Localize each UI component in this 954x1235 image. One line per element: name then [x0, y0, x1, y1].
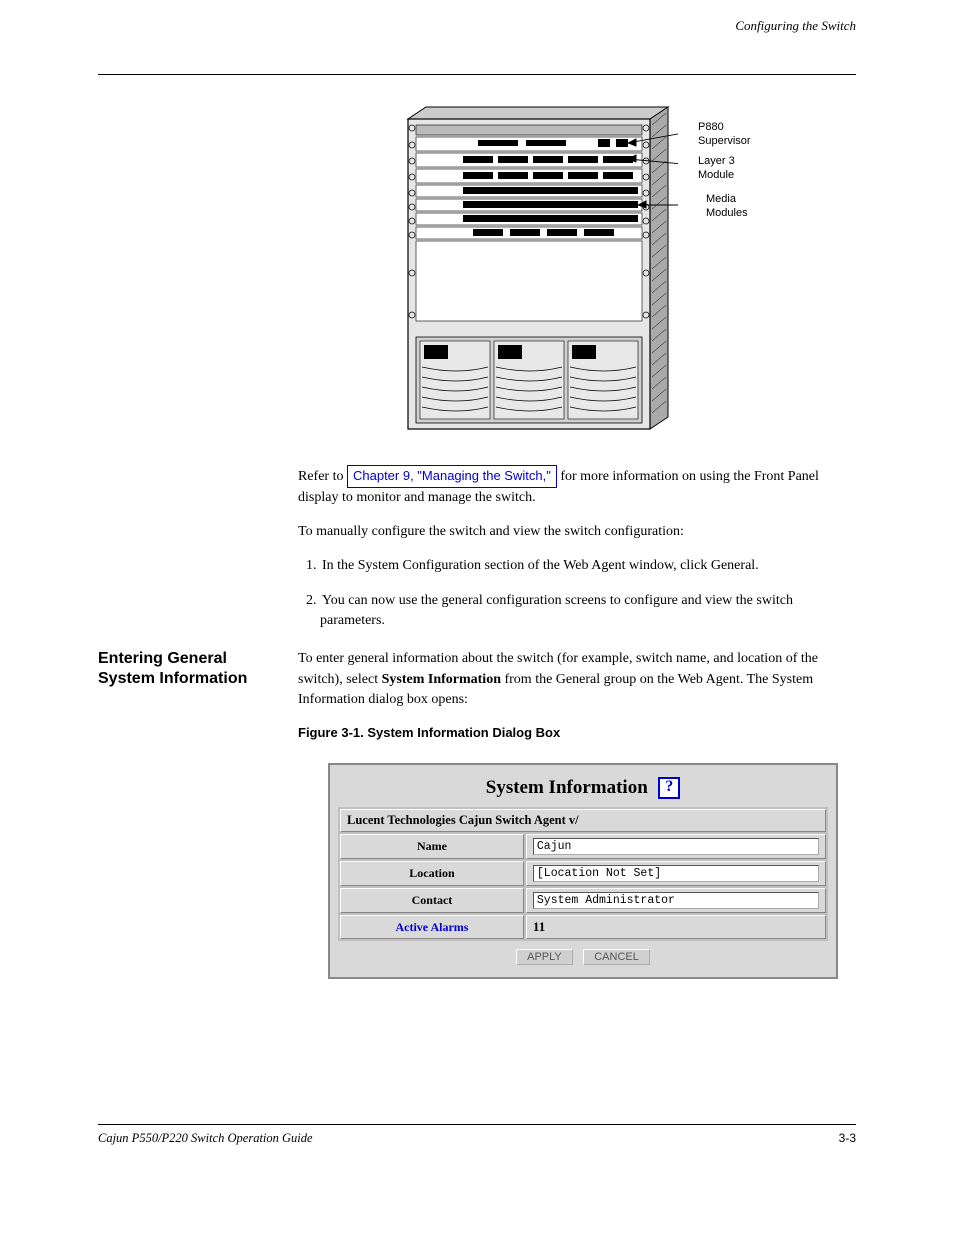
para-1: Refer to Chapter 9, "Managing the Switch…: [298, 465, 858, 508]
chassis-figure: P880 Supervisor Layer 3 Module Media Mod…: [298, 105, 858, 465]
sidebody: To enter general information about the s…: [298, 649, 858, 743]
lbl-alarms[interactable]: Active Alarms: [340, 915, 524, 939]
header-rule: [98, 74, 856, 75]
page: Configuring the Switch: [98, 48, 856, 979]
agent-row: Lucent Technologies Cajun Switch Agent v…: [340, 809, 826, 832]
sysinfo-panel: System Information Lucent Technologies C…: [328, 763, 838, 979]
sidebody-para: To enter general information about the s…: [298, 649, 858, 710]
lbl-name: Name: [340, 834, 524, 859]
sysinfo-title: System Information: [486, 777, 648, 798]
label-supervisor: P880 Supervisor: [698, 121, 751, 149]
para-2: To manually configure the switch and vie…: [298, 522, 858, 542]
chassis-svg: [298, 105, 678, 455]
lbl-contact: Contact: [340, 888, 524, 913]
subhead-row: Entering General System Information To e…: [98, 649, 856, 757]
row-contact: Contact: [340, 888, 826, 913]
sysinfo-title-row: System Information: [338, 777, 828, 799]
button-row: APPLY CANCEL: [338, 947, 828, 965]
sysinfo-table: Lucent Technologies Cajun Switch Agent v…: [338, 807, 828, 941]
label-layer3: Layer 3 Module: [698, 155, 735, 183]
footer-text: Cajun P550/P220 Switch Operation Guide 3…: [98, 1131, 856, 1146]
step-list: In the System Configuration section of t…: [298, 556, 858, 631]
footer-book: Cajun P550/P220 Switch Operation Guide: [98, 1131, 313, 1145]
footer: Cajun P550/P220 Switch Operation Guide 3…: [98, 1124, 856, 1146]
val-name: [526, 834, 826, 859]
running-head: Configuring the Switch: [98, 18, 856, 34]
val-alarms: 11: [526, 915, 826, 939]
input-name[interactable]: [533, 838, 819, 855]
label-media: Media Modules: [706, 193, 748, 221]
xref-ch9[interactable]: Chapter 9, "Managing the Switch,": [347, 468, 557, 483]
val-contact: [526, 888, 826, 913]
lbl-location: Location: [340, 861, 524, 886]
row-location: Location: [340, 861, 826, 886]
footer-page: 3-3: [839, 1131, 856, 1145]
cancel-button[interactable]: CANCEL: [583, 949, 650, 965]
step-2: You can now use the general configuratio…: [320, 591, 858, 632]
row-name: Name: [340, 834, 826, 859]
input-location[interactable]: [533, 865, 819, 882]
apply-button[interactable]: APPLY: [516, 949, 573, 965]
input-contact[interactable]: [533, 892, 819, 909]
para1-a: Refer to: [298, 469, 347, 484]
body-text: Refer to Chapter 9, "Managing the Switch…: [298, 465, 858, 631]
footer-rule: [98, 1124, 856, 1125]
row-alarms: Active Alarms 11: [340, 915, 826, 939]
agent-cell: Lucent Technologies Cajun Switch Agent v…: [340, 809, 826, 832]
figure-caption: Figure 3-1. System Information Dialog Bo…: [298, 724, 858, 743]
help-icon[interactable]: [658, 777, 680, 799]
side-heading: Entering General System Information: [98, 649, 288, 687]
step-1: In the System Configuration section of t…: [320, 556, 858, 576]
val-location: [526, 861, 826, 886]
